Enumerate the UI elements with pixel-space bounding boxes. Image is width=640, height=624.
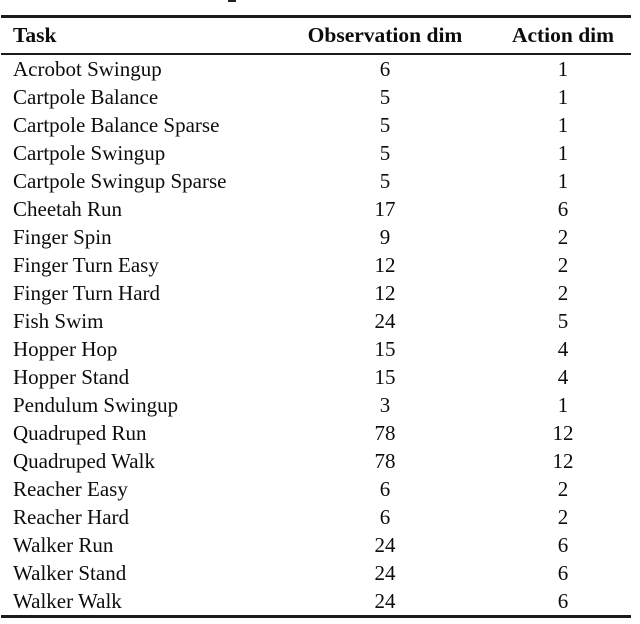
table-header: Task Observation dim Action dim <box>1 16 631 55</box>
action-dim-cell: 4 <box>557 336 569 361</box>
action-dim-cell: 6 <box>557 532 569 557</box>
column-header-observation-dim: Observation dim <box>289 16 481 55</box>
table-row: Walker Walk 24 6 <box>1 587 631 617</box>
action-dim-cell: 6 <box>557 196 569 221</box>
action-dim-cell: 1 <box>557 140 569 165</box>
action-dim-cell: 2 <box>557 504 569 529</box>
action-dim-cell: 1 <box>557 168 569 193</box>
task-cell: Cartpole Balance Sparse <box>13 112 220 137</box>
action-dim-cell: 1 <box>557 392 569 417</box>
observation-dim-cell: 12 <box>374 280 396 305</box>
task-cell: Reacher Hard <box>13 504 130 529</box>
table-body: Acrobot Swingup 6 1 Cartpole Balance 5 1 Cartp… <box>1 54 631 617</box>
task-cell: Acrobot Swingup <box>13 56 162 81</box>
table-row: Hopper Stand 15 4 <box>1 363 631 391</box>
action-dim-cell: 1 <box>557 56 569 81</box>
action-dim-cell: 6 <box>557 560 569 585</box>
table-row: Cartpole Swingup 5 1 <box>1 139 631 167</box>
table-row: Acrobot Swingup 6 1 <box>1 54 631 83</box>
table-row: Reacher Hard 6 2 <box>1 503 631 531</box>
observation-dim-cell: 3 <box>379 392 391 417</box>
action-dim-cell: 12 <box>552 448 574 473</box>
observation-dim-cell: 6 <box>379 56 391 81</box>
table-header-row: Task Observation dim Action dim <box>1 16 631 55</box>
column-header-action-dim: Action dim <box>481 16 631 55</box>
table-row: Walker Stand 24 6 <box>1 559 631 587</box>
table-row: Pendulum Swingup 3 1 <box>1 391 631 419</box>
task-cell: Walker Run <box>13 532 114 557</box>
action-dim-cell: 2 <box>557 252 569 277</box>
table-row: Hopper Hop 15 4 <box>1 335 631 363</box>
task-cell: Fish Swim <box>13 308 104 333</box>
table-row: Reacher Easy 6 2 <box>1 475 631 503</box>
task-cell: Finger Turn Easy <box>13 252 159 277</box>
observation-dim-cell: 24 <box>374 532 396 557</box>
observation-dim-cell: 5 <box>379 84 391 109</box>
task-cell: Hopper Stand <box>13 364 130 389</box>
observation-dim-cell: 15 <box>374 364 396 389</box>
observation-dim-cell: 5 <box>379 168 391 193</box>
task-cell: Cheetah Run <box>13 196 123 221</box>
table-row: Cartpole Balance 5 1 <box>1 83 631 111</box>
table-row: Quadruped Run 78 12 <box>1 419 631 447</box>
table-row: Finger Turn Easy 12 2 <box>1 251 631 279</box>
task-cell: Finger Spin <box>13 224 112 249</box>
observation-dim-cell: 12 <box>374 252 396 277</box>
observation-dim-cell: 17 <box>374 196 396 221</box>
action-dim-cell: 6 <box>557 588 569 613</box>
action-dim-cell: 2 <box>557 224 569 249</box>
observation-dim-cell: 9 <box>379 224 391 249</box>
action-dim-cell: 12 <box>552 420 574 445</box>
table-row: Finger Spin 9 2 <box>1 223 631 251</box>
action-dim-cell: 4 <box>557 364 569 389</box>
table-row: Finger Turn Hard 12 2 <box>1 279 631 307</box>
table-row: Fish Swim 24 5 <box>1 307 631 335</box>
observation-dim-cell: 78 <box>374 448 396 473</box>
observation-dim-cell: 5 <box>379 140 391 165</box>
observation-dim-cell: 15 <box>374 336 396 361</box>
column-header-task: Task <box>1 16 289 55</box>
observation-dim-cell: 6 <box>379 504 391 529</box>
task-cell: Cartpole Swingup Sparse <box>13 168 227 193</box>
table-row: Walker Run 24 6 <box>1 531 631 559</box>
action-dim-cell: 1 <box>557 112 569 137</box>
action-dim-cell: 1 <box>557 84 569 109</box>
task-dimensions-table: Task Observation dim Action dim Acrobot … <box>1 15 631 618</box>
observation-dim-cell: 24 <box>374 588 396 613</box>
task-cell: Hopper Hop <box>13 336 118 361</box>
table-row: Cartpole Swingup Sparse 5 1 <box>1 167 631 195</box>
task-cell: Walker Stand <box>13 560 127 585</box>
task-cell: Reacher Easy <box>13 476 128 501</box>
task-cell: Cartpole Balance <box>13 84 159 109</box>
task-cell: Walker Walk <box>13 588 122 613</box>
action-dim-cell: 5 <box>557 308 569 333</box>
task-cell: Pendulum Swingup <box>13 392 179 417</box>
observation-dim-cell: 6 <box>379 476 391 501</box>
task-cell: Quadruped Walk <box>13 448 155 473</box>
task-cell: Finger Turn Hard <box>13 280 161 305</box>
observation-dim-cell: 5 <box>379 112 391 137</box>
cropped-caption-fragment <box>228 0 236 2</box>
action-dim-cell: 2 <box>557 280 569 305</box>
observation-dim-cell: 24 <box>374 560 396 585</box>
observation-dim-cell: 78 <box>374 420 396 445</box>
table-row: Quadruped Walk 78 12 <box>1 447 631 475</box>
table-row: Cartpole Balance Sparse 5 1 <box>1 111 631 139</box>
task-cell: Quadruped Run <box>13 420 147 445</box>
observation-dim-cell: 24 <box>374 308 396 333</box>
task-cell: Cartpole Swingup <box>13 140 166 165</box>
action-dim-cell: 2 <box>557 476 569 501</box>
table-row: Cheetah Run 17 6 <box>1 195 631 223</box>
